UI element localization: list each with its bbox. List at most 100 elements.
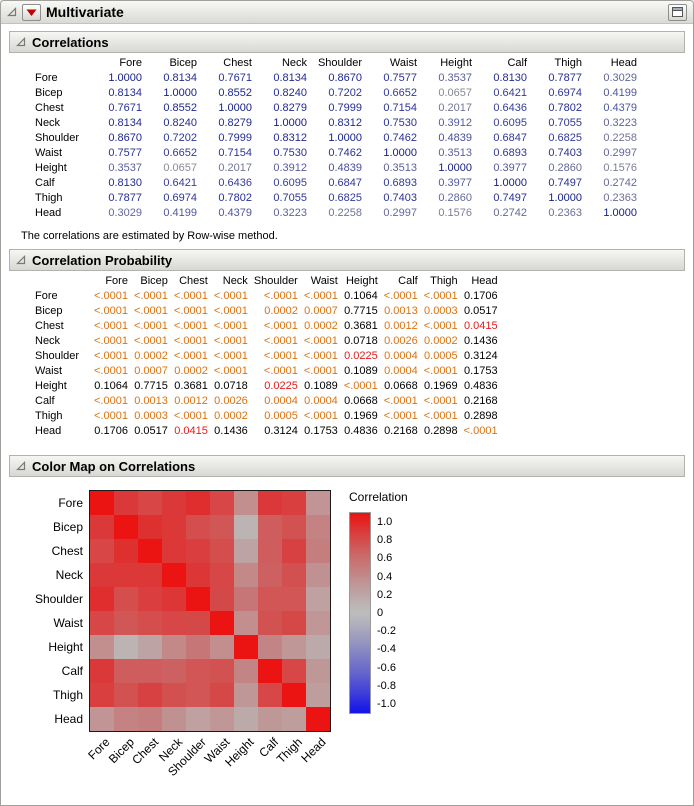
heatmap-cell[interactable]	[282, 635, 306, 659]
heatmap-cell[interactable]	[114, 707, 138, 731]
heatmap-cell[interactable]	[138, 683, 162, 707]
heatmap-cell[interactable]	[234, 659, 258, 683]
heatmap-cell[interactable]	[282, 683, 306, 707]
heatmap-cell[interactable]	[258, 707, 282, 731]
heatmap-cell[interactable]	[90, 563, 114, 587]
heatmap-cell[interactable]	[234, 683, 258, 707]
heatmap-cell[interactable]	[162, 707, 186, 731]
disclosure-triangle-icon[interactable]	[16, 461, 26, 471]
heatmap-cell[interactable]	[306, 635, 330, 659]
heatmap-cell[interactable]	[162, 659, 186, 683]
heatmap-cell[interactable]	[90, 635, 114, 659]
heatmap-cell[interactable]	[90, 659, 114, 683]
heatmap-cell[interactable]	[234, 707, 258, 731]
heatmap-cell[interactable]	[162, 611, 186, 635]
heatmap-cell[interactable]	[90, 611, 114, 635]
heatmap-cell[interactable]	[258, 515, 282, 539]
heatmap-cell[interactable]	[210, 491, 234, 515]
heatmap-cell[interactable]	[90, 539, 114, 563]
heatmap-cell[interactable]	[210, 515, 234, 539]
disclosure-triangle-icon[interactable]	[16, 255, 26, 265]
heatmap-cell[interactable]	[186, 611, 210, 635]
heatmap-cell[interactable]	[210, 563, 234, 587]
heatmap-cell[interactable]	[186, 587, 210, 611]
heatmap-cell[interactable]	[258, 491, 282, 515]
heatmap-cell[interactable]	[138, 563, 162, 587]
heatmap-cell[interactable]	[306, 491, 330, 515]
heatmap-cell[interactable]	[162, 515, 186, 539]
heatmap-cell[interactable]	[306, 563, 330, 587]
heatmap-cell[interactable]	[114, 611, 138, 635]
heatmap-cell[interactable]	[234, 563, 258, 587]
heatmap-cell[interactable]	[282, 611, 306, 635]
heatmap-cell[interactable]	[114, 539, 138, 563]
heatmap-cell[interactable]	[234, 515, 258, 539]
heatmap-cell[interactable]	[258, 611, 282, 635]
heatmap-cell[interactable]	[162, 587, 186, 611]
heatmap-cell[interactable]	[186, 683, 210, 707]
heatmap-cell[interactable]	[234, 491, 258, 515]
heatmap-cell[interactable]	[138, 611, 162, 635]
heatmap-cell[interactable]	[114, 659, 138, 683]
heatmap-cell[interactable]	[138, 659, 162, 683]
heatmap-cell[interactable]	[90, 707, 114, 731]
heatmap-cell[interactable]	[258, 683, 282, 707]
heatmap-cell[interactable]	[138, 539, 162, 563]
heatmap-cell[interactable]	[306, 539, 330, 563]
heatmap-cell[interactable]	[282, 563, 306, 587]
heatmap-cell[interactable]	[138, 635, 162, 659]
heatmap-cell[interactable]	[210, 635, 234, 659]
heatmap-cell[interactable]	[306, 515, 330, 539]
heatmap-cell[interactable]	[282, 515, 306, 539]
heatmap-cell[interactable]	[282, 539, 306, 563]
heatmap-cell[interactable]	[162, 539, 186, 563]
heatmap-cell[interactable]	[210, 683, 234, 707]
heatmap-cell[interactable]	[306, 659, 330, 683]
heatmap-cell[interactable]	[114, 491, 138, 515]
heatmap-cell[interactable]	[138, 707, 162, 731]
heatmap-cell[interactable]	[162, 563, 186, 587]
disclosure-triangle-icon[interactable]	[7, 7, 17, 17]
heatmap-cell[interactable]	[258, 659, 282, 683]
heatmap-cell[interactable]	[114, 683, 138, 707]
heatmap-cell[interactable]	[210, 611, 234, 635]
heatmap-cell[interactable]	[114, 515, 138, 539]
heatmap-cell[interactable]	[282, 491, 306, 515]
heatmap-cell[interactable]	[258, 635, 282, 659]
heatmap-cell[interactable]	[210, 539, 234, 563]
heatmap-cell[interactable]	[138, 515, 162, 539]
heatmap-cell[interactable]	[210, 587, 234, 611]
heatmap-cell[interactable]	[186, 659, 210, 683]
disclosure-triangle-icon[interactable]	[16, 37, 26, 47]
heatmap-cell[interactable]	[114, 587, 138, 611]
heatmap-cell[interactable]	[90, 587, 114, 611]
heatmap-cell[interactable]	[306, 611, 330, 635]
heatmap-cell[interactable]	[114, 635, 138, 659]
heatmap-cell[interactable]	[306, 683, 330, 707]
heatmap-cell[interactable]	[186, 539, 210, 563]
heatmap-cell[interactable]	[282, 707, 306, 731]
window-options-button[interactable]	[668, 3, 687, 21]
red-triangle-menu-button[interactable]	[22, 3, 41, 21]
heatmap-cell[interactable]	[90, 683, 114, 707]
heatmap-cell[interactable]	[282, 659, 306, 683]
heatmap-cell[interactable]	[90, 515, 114, 539]
heatmap-cell[interactable]	[258, 563, 282, 587]
heatmap-cell[interactable]	[306, 707, 330, 731]
heatmap-cell[interactable]	[306, 587, 330, 611]
heatmap-cell[interactable]	[162, 683, 186, 707]
heatmap-cell[interactable]	[258, 587, 282, 611]
heatmap-cell[interactable]	[186, 707, 210, 731]
heatmap-cell[interactable]	[186, 635, 210, 659]
heatmap-cell[interactable]	[282, 587, 306, 611]
heatmap-cell[interactable]	[186, 491, 210, 515]
heatmap-cell[interactable]	[138, 587, 162, 611]
heatmap-cell[interactable]	[258, 539, 282, 563]
heatmap-cell[interactable]	[234, 611, 258, 635]
heatmap-cell[interactable]	[90, 491, 114, 515]
heatmap-cell[interactable]	[186, 563, 210, 587]
heatmap-cell[interactable]	[114, 563, 138, 587]
heatmap-cell[interactable]	[234, 539, 258, 563]
heatmap-cell[interactable]	[234, 587, 258, 611]
heatmap-cell[interactable]	[138, 491, 162, 515]
